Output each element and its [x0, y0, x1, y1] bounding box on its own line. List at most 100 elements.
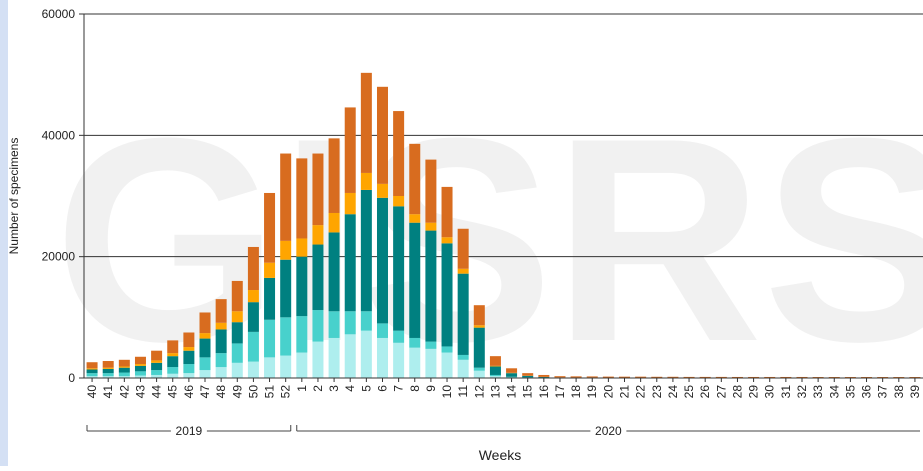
bar-segment: [151, 360, 162, 362]
bar-segment: [280, 356, 291, 378]
bar-segment: [248, 302, 259, 332]
bar-segment: [264, 278, 275, 320]
bar-segment: [167, 340, 178, 353]
x-tick-label: 21: [618, 385, 632, 399]
bar-segment: [151, 370, 162, 375]
bar-segment: [474, 368, 485, 371]
bar-segment: [490, 366, 501, 374]
x-tick-label: 25: [682, 385, 696, 399]
bar-segment: [425, 223, 436, 231]
bar-segment: [538, 375, 549, 377]
bar-segment: [248, 362, 259, 378]
bar-segment: [200, 333, 211, 338]
x-tick-label: 43: [133, 385, 147, 399]
bar-segment: [458, 355, 469, 360]
x-tick-label: 23: [650, 385, 664, 399]
x-tick-label: 35: [843, 385, 857, 399]
bar-segment: [522, 373, 533, 376]
bar-segment: [474, 328, 485, 368]
x-tick-label: 40: [85, 385, 99, 399]
bar-segment: [183, 373, 194, 378]
bar-segment: [458, 360, 469, 378]
x-tick-label: 42: [117, 385, 131, 399]
x-tick-label: 36: [860, 385, 874, 399]
bar-segment: [393, 343, 404, 378]
x-tick-label: 13: [488, 385, 502, 399]
bar-segment: [103, 369, 114, 373]
x-tick-label: 50: [246, 385, 260, 399]
x-axis-title: Weeks: [479, 447, 522, 463]
bar-segment: [377, 338, 388, 378]
bar-segment: [409, 144, 420, 214]
bar-segment: [329, 213, 340, 232]
bar-segment: [377, 184, 388, 198]
bar-segment: [474, 371, 485, 378]
bar-segment: [135, 364, 146, 366]
x-tick-label: 49: [230, 385, 244, 399]
bar-segment: [442, 353, 453, 378]
bar-segment: [571, 376, 582, 377]
x-tick-label: 10: [440, 385, 454, 399]
bar-segment: [474, 325, 485, 327]
y-tick-label: 60000: [42, 7, 76, 21]
bar-segment: [345, 107, 356, 193]
bar-segment: [87, 370, 98, 374]
bar-segment: [345, 214, 356, 311]
bar-segment: [409, 223, 420, 338]
x-tick-label: 51: [263, 385, 277, 399]
x-tick-label: 39: [908, 385, 922, 399]
bar-segment: [458, 274, 469, 355]
y-tick-label: 20000: [42, 250, 76, 264]
x-tick-label: 17: [553, 385, 567, 399]
bar-segment: [393, 111, 404, 196]
bar-segment: [425, 231, 436, 342]
bar-segment: [167, 367, 178, 374]
x-tick-label: 27: [714, 385, 728, 399]
bar-segment: [522, 376, 533, 378]
bar-segment: [296, 238, 307, 256]
bar-segment: [312, 225, 323, 244]
bar-segment: [377, 87, 388, 184]
x-tick-label: 47: [198, 385, 212, 399]
x-tick-label: 16: [537, 385, 551, 399]
bar-segment: [506, 373, 517, 377]
x-tick-label: 1: [295, 385, 309, 392]
x-tick-label: 34: [827, 385, 841, 399]
x-tick-label: 12: [472, 385, 486, 399]
bar-segment: [506, 377, 517, 378]
bar-segment: [393, 331, 404, 343]
bar-segment: [167, 353, 178, 356]
bar-segment: [264, 263, 275, 278]
bar-segment: [232, 363, 243, 378]
bar-segment: [490, 356, 501, 366]
x-tick-label: 41: [101, 385, 115, 399]
bar-segment: [135, 371, 146, 375]
bar-segment: [361, 173, 372, 190]
bar-segment: [296, 353, 307, 378]
bar-segment: [216, 353, 227, 367]
x-tick-label: 22: [634, 385, 648, 399]
bar-segment: [119, 368, 130, 373]
bar-segment: [103, 361, 114, 368]
bar-segment: [200, 312, 211, 333]
bar-segment: [506, 368, 517, 373]
bar-segment: [377, 323, 388, 338]
bar-segment: [442, 346, 453, 352]
bar-segment: [361, 73, 372, 173]
bar-segment: [232, 281, 243, 311]
bar-segment: [425, 342, 436, 349]
x-tick-label: 28: [730, 385, 744, 399]
bar-segment: [361, 190, 372, 311]
x-tick-label: 11: [456, 385, 470, 398]
group-label: 2020: [595, 424, 622, 438]
y-tick-label: 40000: [42, 128, 76, 142]
bar-segment: [345, 193, 356, 214]
x-tick-label: 32: [795, 385, 809, 399]
bar-segment: [87, 373, 98, 376]
bar-segment: [103, 368, 114, 369]
bar-segment: [119, 366, 130, 367]
bar-segment: [409, 338, 420, 348]
bar-segment: [312, 310, 323, 342]
bar-segment: [377, 198, 388, 324]
bar-segment: [280, 154, 291, 241]
